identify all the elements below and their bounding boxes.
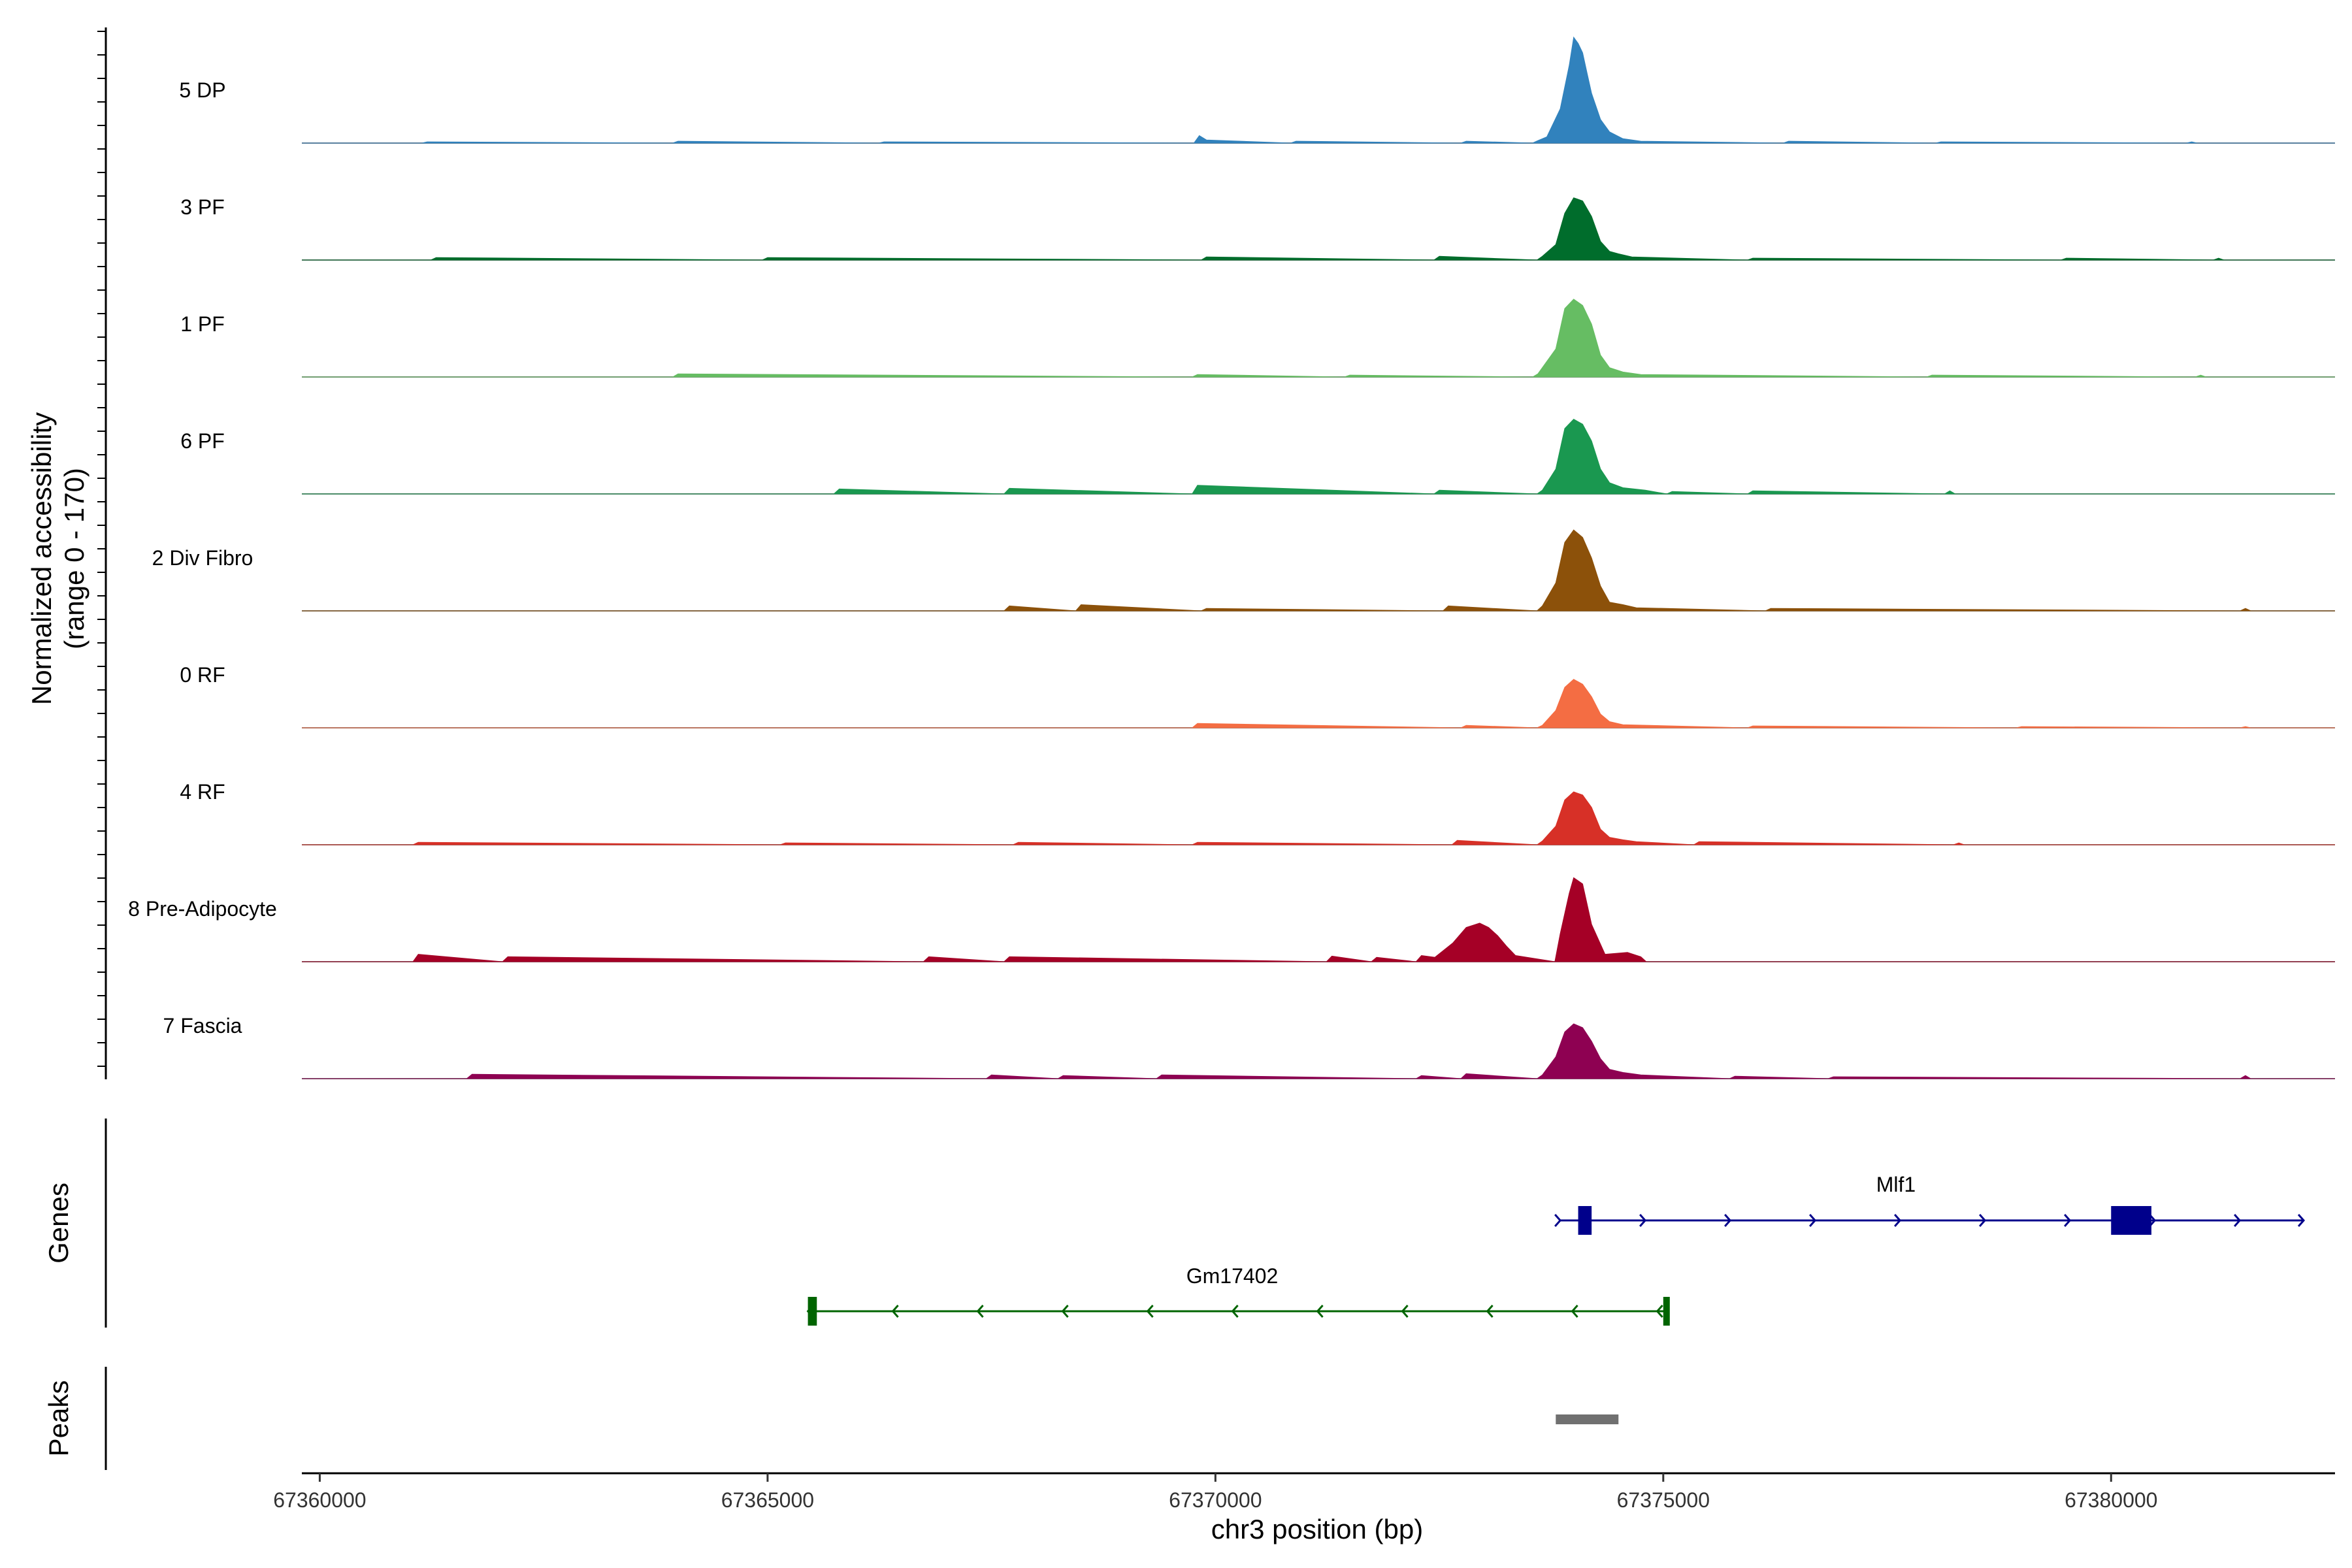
coverage-area [302,1023,2335,1079]
x-axis-title: chr3 position (bp) [1211,1514,1424,1544]
gene-gm17402: Gm17402 [806,1264,1670,1326]
track-label: 4 RF [180,780,225,804]
track-8-pre-adipocyte: 8 Pre-Adipocyte [128,877,2335,962]
track-label: 5 DP [179,78,225,102]
x-tick-label: 67380000 [2065,1488,2157,1512]
coverage-area [302,36,2335,144]
strand-chevron [1639,1214,1647,1227]
peak-annotations [1556,1414,1619,1424]
y-axis-title: Normalized accessibility [26,412,57,705]
strand-chevron [1401,1305,1409,1318]
track-3-pf: 3 PF [180,195,2335,261]
y-axis-range: (range 0 - 170) [59,468,90,649]
strand-chevron [1571,1305,1578,1318]
gene-mlf1: Mlf1 [1554,1173,2306,1235]
strand-chevron [1146,1305,1154,1318]
strand-chevron [1486,1305,1494,1318]
strand-chevron [976,1305,984,1318]
peak-region [1556,1414,1619,1424]
strand-chevron [1979,1214,1987,1227]
coverage-area [302,791,2335,845]
strand-chevron [1231,1305,1239,1318]
track-5-dp: 5 DP [179,36,2335,144]
track-1-pf: 1 PF [180,299,2335,378]
coverage-y-axis-ticks [97,31,106,1067]
strand-chevron [1656,1305,1663,1318]
track-7-fascia: 7 Fascia [163,1014,2335,1079]
strand-chevron [1809,1214,1817,1227]
strand-chevron [1554,1214,1562,1227]
strand-chevron [1724,1214,1732,1227]
strand-chevron [891,1305,899,1318]
x-axis-ticks: 67360000 67365000 67370000 67375000 67380000 [273,1473,2157,1512]
x-tick-label: 67375000 [1617,1488,1710,1512]
track-2-div-fibro: 2 Div Fibro [152,529,2335,612]
x-tick-label: 67365000 [721,1488,814,1512]
gene-label: Mlf1 [1876,1173,1916,1196]
gene-exon [808,1297,817,1326]
x-tick-label: 67370000 [1169,1488,1262,1512]
track-label: 1 PF [180,312,225,336]
strand-chevron [2234,1214,2242,1227]
strand-chevron [1061,1305,1069,1318]
strand-end-chevron [2297,1214,2306,1227]
strand-chevron [1316,1305,1324,1318]
track-label: 8 Pre-Adipocyte [128,897,277,921]
track-0-rf: 0 RF [180,663,2335,728]
track-label: 3 PF [180,195,225,219]
coverage-area [302,877,2335,962]
gene-exon [1663,1297,1670,1326]
coverage-area [302,529,2335,612]
track-6-pf: 6 PF [180,418,2335,495]
x-tick-label: 67360000 [273,1488,366,1512]
strand-chevron [2064,1214,2072,1227]
genes-axis-title: Genes [43,1183,74,1264]
coverage-area [302,197,2335,261]
coverage-area [302,679,2335,728]
peaks-axis-title: Peaks [43,1380,74,1457]
track-4-rf: 4 RF [180,780,2335,845]
track-label: 7 Fascia [163,1014,242,1037]
coverage-area [302,299,2335,378]
coverage-area [302,418,2335,495]
coverage-tracks: 5 DP 3 PF 1 PF 6 PF 2 Div Fibro 0 RF 4 RF 8 Pre… [128,36,2335,1079]
strand-chevron [1894,1214,1902,1227]
track-label: 0 RF [180,663,225,687]
track-label: 6 PF [180,429,225,453]
gene-exon [1578,1206,1592,1235]
track-label: 2 Div Fibro [152,546,253,570]
gene-annotations: Mlf1 Gm17402 [806,1173,2306,1326]
gene-label: Gm17402 [1186,1264,1279,1288]
gene-exon [2111,1206,2151,1235]
